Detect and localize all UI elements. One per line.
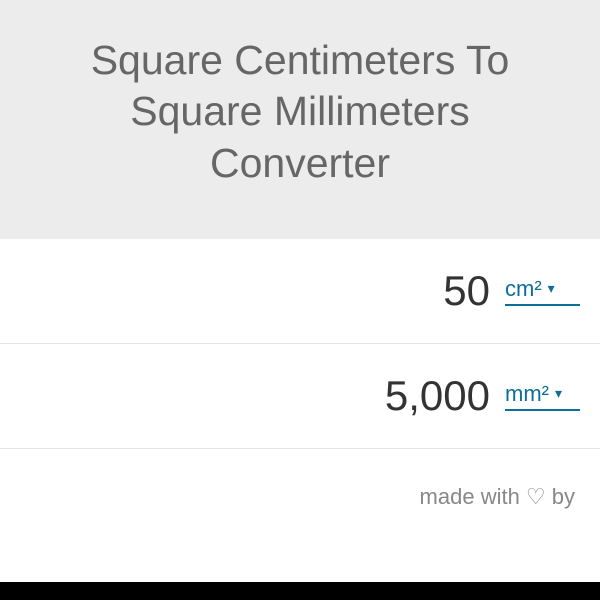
header: Square Centimeters To Square Millimeters… xyxy=(0,0,600,239)
unit-label-mm: mm² xyxy=(505,381,549,407)
input-row-mm: 5,000 mm² ▾ xyxy=(0,344,600,449)
unit-selector-cm[interactable]: cm² ▾ xyxy=(505,276,580,306)
value-cm[interactable]: 50 xyxy=(443,267,490,315)
unit-label-cm: cm² xyxy=(505,276,542,302)
chevron-down-icon: ▾ xyxy=(555,385,562,402)
input-row-cm: 50 cm² ▾ xyxy=(0,239,600,344)
unit-selector-mm[interactable]: mm² ▾ xyxy=(505,381,580,411)
bottom-bar xyxy=(0,582,600,600)
page-title: Square Centimeters To Square Millimeters… xyxy=(40,35,560,189)
footer-credit: made with ♡ by xyxy=(0,449,600,510)
chevron-down-icon: ▾ xyxy=(548,280,555,297)
value-mm[interactable]: 5,000 xyxy=(385,372,490,420)
